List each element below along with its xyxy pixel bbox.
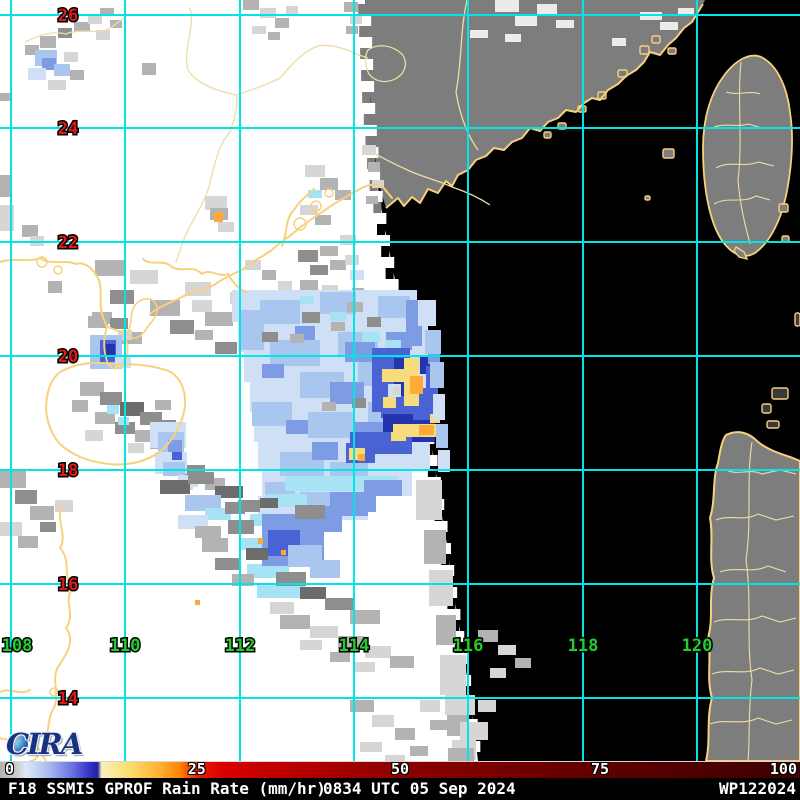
lon-label: 112 [225,636,256,656]
colorbar-tick-label: 25 [187,760,206,778]
colorbar-tick-label: 0 [5,760,15,778]
colorbar-tick-label: 50 [390,760,410,778]
graticule-labels: 26 24 22 20 18 16 14 108 110 112 114 116 118 120 [0,5,714,711]
lon-label: 118 [568,636,599,656]
lat-label: 18 [58,461,78,481]
lon-label: 120 [682,636,713,656]
map-canvas: 26 24 22 20 18 16 14 108 110 112 114 116 118 120 [0,0,800,761]
lon-label: 114 [339,636,370,656]
lat-label: 24 [58,119,78,139]
coast-border-layer [0,0,797,761]
land-layer [365,0,800,761]
timestamp: 0834 UTC 05 Sep 2024 [323,779,516,798]
colorbar-tick-label: 100 [769,760,797,778]
storm-id: WP122024 [718,779,796,798]
lon-label: 110 [110,636,141,656]
lon-label: 108 [2,636,33,656]
lat-label: 16 [58,575,78,595]
rainrate-colorbar: 0 25 50 75 100 [0,761,800,778]
colorbar-tick-label: 75 [590,760,610,778]
lat-label: 14 [58,689,78,709]
lat-label: 20 [58,347,78,367]
cira-logo-text: CIRA [6,727,83,761]
product-label: F18 SSMIS GPROF Rain Rate (mm/hr) [8,779,326,798]
graticule-layer [0,0,800,761]
lat-label: 26 [58,6,78,26]
status-bar: F18 SSMIS GPROF Rain Rate (mm/hr) 0834 U… [0,778,800,800]
lat-label: 22 [58,233,78,253]
cira-logo: CIRA [6,727,92,761]
lon-label: 116 [453,636,484,656]
globe-icon [7,734,28,755]
